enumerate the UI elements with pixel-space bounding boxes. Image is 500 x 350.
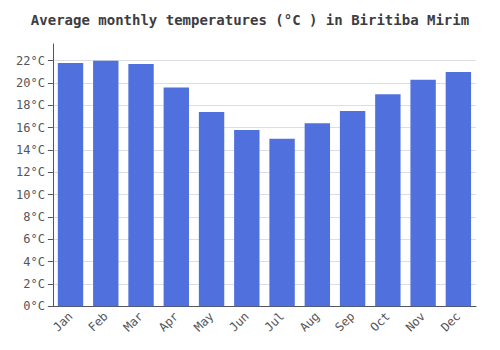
svg-text:Apr: Apr bbox=[156, 309, 181, 334]
svg-text:8°C: 8°C bbox=[23, 210, 45, 224]
svg-text:Dec: Dec bbox=[438, 309, 463, 334]
svg-text:16°C: 16°C bbox=[16, 121, 45, 135]
svg-text:May: May bbox=[191, 309, 216, 334]
svg-text:6°C: 6°C bbox=[23, 232, 45, 246]
svg-text:Jan: Jan bbox=[50, 309, 75, 334]
svg-text:22°C: 22°C bbox=[16, 54, 45, 68]
svg-text:Average monthly temperatures (: Average monthly temperatures (°C ) in Bi… bbox=[31, 12, 469, 28]
svg-text:10°C: 10°C bbox=[16, 188, 45, 202]
svg-text:Sep: Sep bbox=[332, 309, 357, 334]
svg-text:18°C: 18°C bbox=[16, 98, 45, 112]
svg-text:Jul: Jul bbox=[262, 309, 287, 334]
svg-text:Feb: Feb bbox=[86, 309, 111, 334]
svg-text:Aug: Aug bbox=[297, 309, 322, 334]
svg-text:Oct: Oct bbox=[368, 309, 393, 334]
svg-text:Jun: Jun bbox=[227, 309, 252, 334]
svg-text:0°C: 0°C bbox=[23, 299, 45, 313]
svg-text:20°C: 20°C bbox=[16, 76, 45, 90]
svg-text:12°C: 12°C bbox=[16, 165, 45, 179]
svg-text:Mar: Mar bbox=[121, 309, 146, 334]
svg-text:2°C: 2°C bbox=[23, 277, 45, 291]
svg-text:4°C: 4°C bbox=[23, 255, 45, 269]
svg-text:Nov: Nov bbox=[403, 309, 428, 334]
svg-text:14°C: 14°C bbox=[16, 143, 45, 157]
